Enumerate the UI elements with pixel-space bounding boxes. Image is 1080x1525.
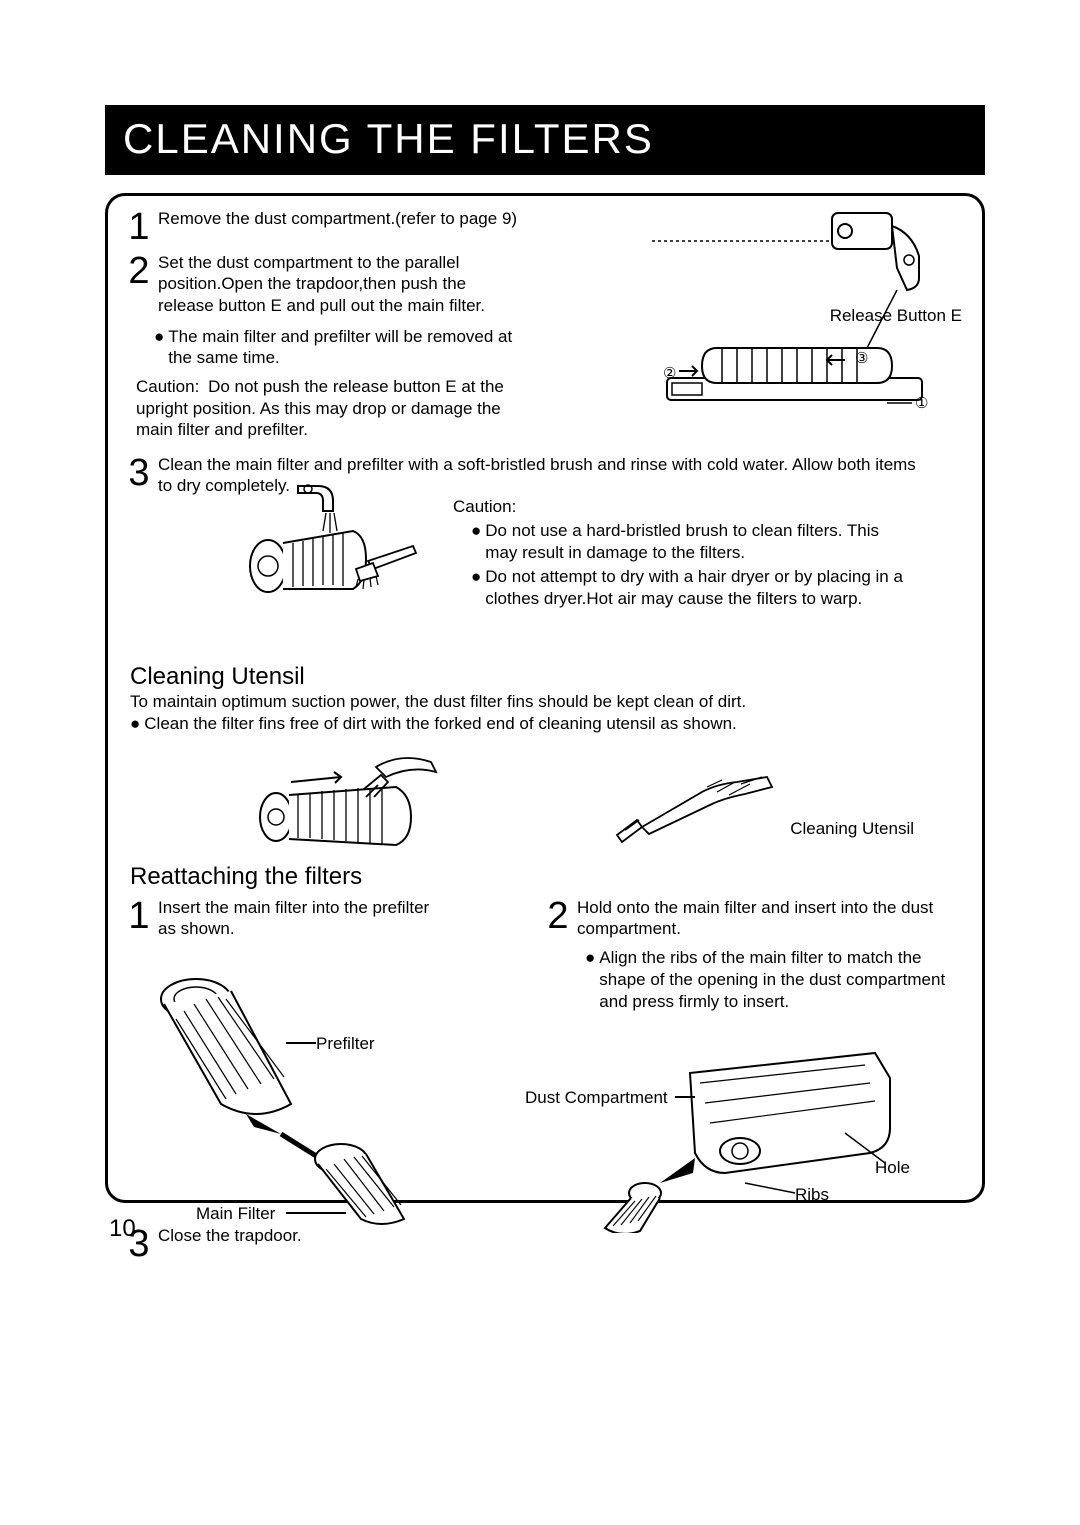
content-box: ② ③ ① Release Button E 1 Remove the dust… xyxy=(105,193,985,1203)
caution-bullet-1: Do not use a hard-bristled brush to clea… xyxy=(485,520,908,564)
filter-fins-cleaning-diagram xyxy=(236,747,466,857)
step-number: 2 xyxy=(545,897,571,935)
cleaning-utensil-label: Cleaning Utensil xyxy=(790,819,914,839)
page-title: CLEANING THE FILTERS xyxy=(105,105,985,175)
reattaching-heading: Reattaching the filters xyxy=(130,863,964,891)
step-number: 1 xyxy=(126,897,152,935)
cleaning-utensil-bullet: ● Clean the filter fins free of dirt wit… xyxy=(130,713,964,735)
bullet-icon: ● xyxy=(130,713,140,735)
manual-page: CLEANING THE FILTERS xyxy=(0,0,1080,1303)
caution-label: Caution: xyxy=(453,496,908,518)
reattach-step-2-bullet: ● Align the ribs of the main filter to m… xyxy=(585,947,964,1013)
bullet-icon: ● xyxy=(471,566,481,610)
reattach-row: 1 Insert the main filter into the prefil… xyxy=(126,895,964,1264)
cleaning-utensil-heading: Cleaning Utensil xyxy=(130,663,964,691)
bullet-text: Align the ribs of the main filter to mat… xyxy=(599,947,964,1013)
cleaning-utensil-diagram xyxy=(607,772,782,857)
circled-3-icon: ③ xyxy=(855,350,868,367)
circled-1-icon: ① xyxy=(915,395,928,412)
step-text: Hold onto the main filter and insert int… xyxy=(577,897,947,940)
step-text: Set the dust compartment to the parallel… xyxy=(158,252,518,316)
bullet-text: The main filter and prefilter will be re… xyxy=(168,326,514,369)
reattach-col-right: 2 Hold onto the main filter and insert i… xyxy=(545,895,964,1264)
bullet-icon: ● xyxy=(154,326,164,369)
circled-2-icon: ② xyxy=(663,365,676,382)
step-number: 2 xyxy=(126,252,152,290)
reattach-step-1: 1 Insert the main filter into the prefil… xyxy=(126,897,545,940)
bullet-icon: ● xyxy=(471,520,481,564)
cleaning-utensil-para: To maintain optimum suction power, the d… xyxy=(130,691,964,713)
step-3-caution: Caution: ● Do not use a hard-bristled br… xyxy=(453,496,908,610)
release-button-e-label: Release Button E xyxy=(830,306,962,326)
caution-bullet-2: Do not attempt to dry with a hair dryer … xyxy=(485,566,908,610)
reattach-step-2: 2 Hold onto the main filter and insert i… xyxy=(545,897,964,940)
step-text: Insert the main filter into the prefilte… xyxy=(158,897,438,940)
utensil-diagram-row: Cleaning Utensil xyxy=(126,747,964,857)
reattach-col-left: 1 Insert the main filter into the prefil… xyxy=(126,895,545,1264)
bullet-text: Clean the filter fins free of dirt with … xyxy=(144,713,737,735)
step-number: 1 xyxy=(126,208,152,246)
bullet-icon: ● xyxy=(585,947,595,1013)
hole-label: Hole xyxy=(875,1158,910,1178)
rinse-filter-diagram xyxy=(238,481,418,611)
step-number: 3 xyxy=(126,1225,152,1263)
step-number: 3 xyxy=(126,454,152,492)
caution-label: Caution: xyxy=(136,377,199,396)
step-2-caution: Caution: Do not push the release button … xyxy=(136,376,526,440)
main-filter-label: Main Filter xyxy=(196,1204,275,1224)
step-2-bullet: ● The main filter and prefilter will be … xyxy=(154,326,514,369)
dust-compartment-label: Dust Compartment xyxy=(525,1088,668,1108)
utensil-tool-block: Cleaning Utensil xyxy=(607,747,914,857)
ribs-label: Ribs xyxy=(795,1185,829,1205)
dust-compartment-diagram: Dust Compartment Hole Ribs xyxy=(545,1033,925,1233)
reattach-step-3: 3 Close the trapdoor. xyxy=(126,1225,545,1263)
prefilter-label: Prefilter xyxy=(316,1034,375,1054)
insert-mainfilter-diagram: Prefilter Main Filter xyxy=(126,949,456,1229)
